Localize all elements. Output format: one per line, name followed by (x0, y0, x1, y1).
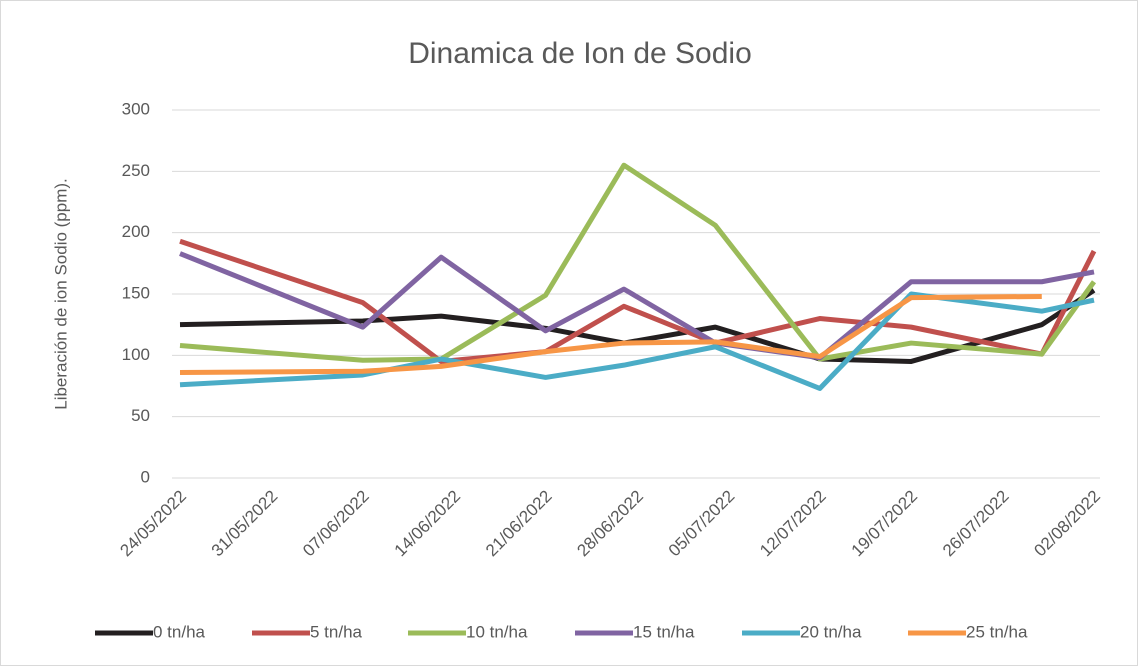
legend-label: 25 tn/ha (966, 622, 1028, 641)
legend-label: 20 tn/ha (800, 622, 862, 641)
y-tick-label: 200 (122, 222, 150, 241)
series-line (179, 293, 1042, 376)
y-tick-label: 250 (122, 161, 150, 180)
y-tick-label: 0 (141, 467, 150, 486)
y-tick-label: 300 (122, 99, 150, 118)
legend-label: 15 tn/ha (633, 622, 695, 641)
y-tick-label: 100 (122, 345, 150, 364)
legend-label: 5 tn/ha (310, 622, 363, 641)
y-tick-label: 150 (122, 283, 150, 302)
legend-label: 10 tn/ha (466, 622, 528, 641)
chart-title: Dinamica de Ion de Sodio (408, 37, 752, 70)
series-line (179, 162, 1097, 363)
y-tick-label: 50 (131, 406, 150, 425)
legend-label: 0 tn/ha (153, 622, 206, 641)
series-line (179, 251, 1095, 361)
series-line (179, 238, 1097, 364)
y-axis-label: Liberación de ion Sodio (ppm). (51, 178, 70, 410)
